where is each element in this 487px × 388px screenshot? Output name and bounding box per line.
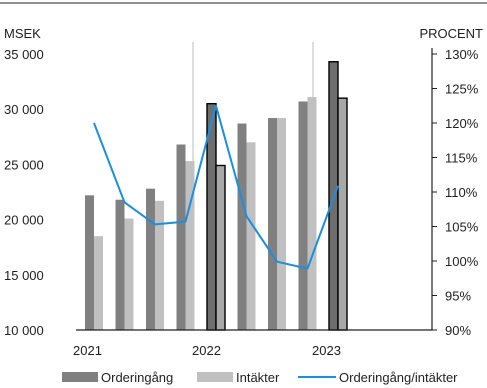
- right-tick-label: 90%: [445, 323, 471, 338]
- bar-intakter: [277, 118, 286, 330]
- right-tick-label: 130%: [445, 47, 479, 62]
- axes: 10 000 15 000 20 000 25 000 30 000 35 000 90% 9…: [4, 47, 479, 358]
- left-tick-label: 10 000: [4, 323, 44, 338]
- right-tick-label: 120%: [445, 116, 479, 131]
- legend-swatch-orderingang: [62, 372, 98, 382]
- bar-series: [85, 61, 348, 331]
- bar-intakter: [155, 200, 164, 330]
- bar-orderingang: [176, 144, 186, 330]
- left-tick-label: 20 000: [4, 213, 44, 228]
- right-tick-label: 95%: [445, 289, 471, 304]
- bar-orderingang: [115, 199, 125, 330]
- left-axis-unit: MSEK: [4, 26, 41, 41]
- bar-intakter: [185, 161, 195, 330]
- legend-label-orderingang: Orderingång: [101, 370, 173, 385]
- bar-intakter: [246, 142, 256, 330]
- bar-orderingang: [85, 195, 94, 330]
- left-tick-label: 25 000: [4, 157, 44, 172]
- bar-orderingang: [146, 188, 155, 330]
- bar-intakter: [124, 218, 134, 330]
- right-tick-label: 115%: [445, 151, 478, 166]
- legend: Orderingång Intäkter Orderingång/intäkter: [62, 370, 458, 385]
- right-axis-unit: PROCENT: [419, 26, 483, 41]
- left-tick-label: 30 000: [4, 102, 44, 117]
- bar-intakter: [307, 97, 317, 330]
- right-tick-label: 125%: [445, 82, 479, 97]
- right-tick-label: 110%: [445, 185, 478, 200]
- x-tick-label: 2021: [73, 343, 102, 358]
- bar-intakter: [337, 97, 348, 331]
- x-tick-label: 2022: [192, 343, 221, 358]
- bar-orderingang: [298, 101, 308, 330]
- legend-label-intakter: Intäkter: [236, 370, 280, 385]
- x-tick-label: 2023: [312, 343, 341, 358]
- ratio-line-series: [93, 104, 339, 270]
- legend-swatch-intakter: [197, 372, 233, 382]
- right-tick-label: 100%: [445, 254, 479, 269]
- right-tick-label: 105%: [445, 220, 479, 235]
- bar-intakter: [215, 164, 226, 331]
- bar-intakter: [94, 236, 103, 330]
- bar-orderingang: [268, 118, 277, 330]
- left-tick-label: 35 000: [4, 47, 44, 62]
- left-tick-label: 15 000: [4, 268, 44, 283]
- bar-orderingang: [237, 123, 247, 330]
- legend-label-ratio: Orderingång/intäkter: [339, 370, 458, 385]
